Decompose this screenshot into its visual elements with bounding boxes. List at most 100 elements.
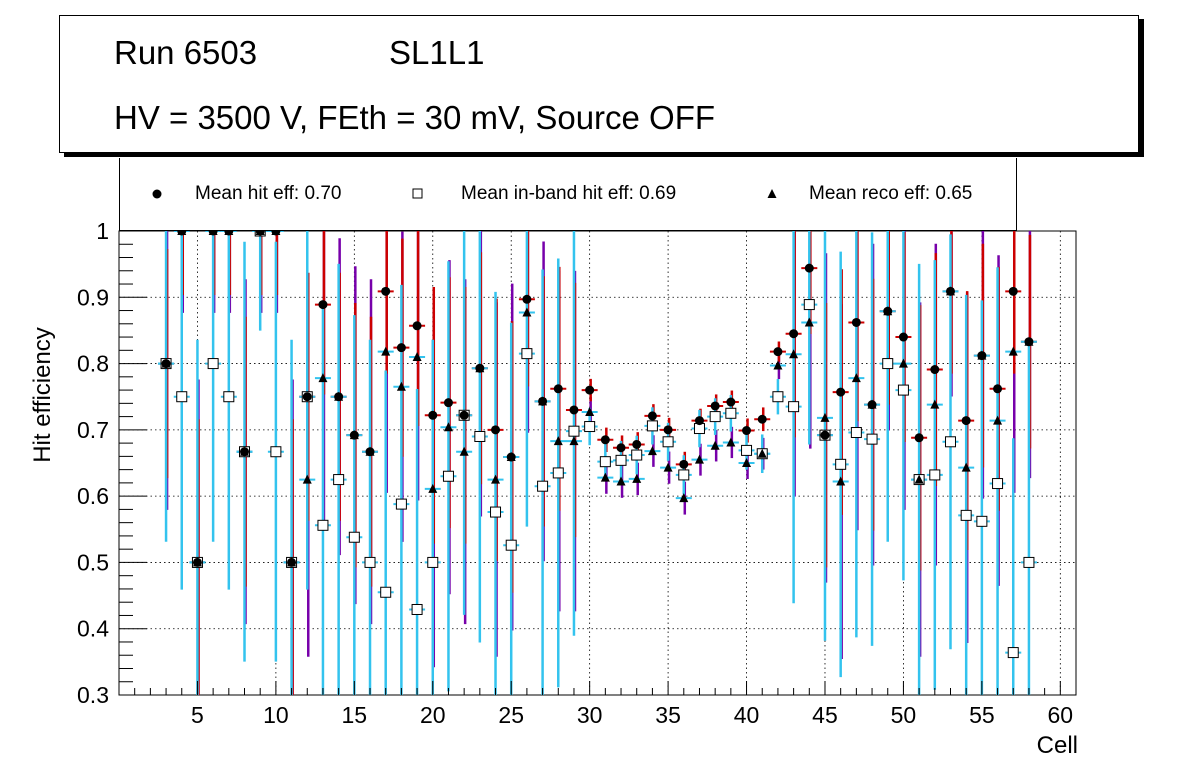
legend-inband-label: Mean in-band hit eff: 0.69 — [461, 183, 677, 204]
reco-marker — [365, 446, 375, 456]
y-tick-label: 0.6 — [77, 483, 109, 509]
hit-marker — [804, 263, 814, 273]
hit-marker — [428, 410, 438, 420]
reco-marker — [836, 476, 846, 486]
inband-marker — [772, 391, 784, 403]
hit-marker — [993, 384, 1003, 394]
reco-marker — [914, 474, 924, 484]
inband-marker — [646, 420, 658, 432]
reco-marker — [867, 399, 877, 409]
inband-marker — [333, 474, 345, 486]
hit-marker — [459, 410, 469, 420]
x-tick-label: 60 — [1048, 702, 1074, 728]
inband-marker — [1007, 647, 1019, 659]
inband-marker — [803, 299, 815, 311]
reco-marker — [334, 391, 344, 401]
hit-marker — [773, 347, 783, 357]
reco-marker — [522, 307, 532, 317]
reco-marker — [553, 436, 563, 446]
hit-marker — [302, 392, 312, 402]
hit-marker — [600, 435, 610, 445]
legend-reco-label: Mean reco eff: 0.65 — [809, 183, 973, 204]
reco-marker — [726, 437, 736, 447]
legend-markers — [152, 188, 777, 199]
legend-hit-label: Mean hit eff: 0.70 — [195, 183, 342, 204]
reco-marker — [396, 381, 406, 391]
inband-marker — [395, 498, 407, 510]
inband-marker — [521, 348, 533, 360]
inband-marker — [882, 358, 894, 370]
x-tick-label: 45 — [812, 702, 838, 728]
hit-marker — [647, 411, 657, 421]
inband-marker — [380, 586, 392, 598]
reco-marker — [302, 474, 312, 484]
reco-marker — [663, 462, 673, 472]
inband-marker — [411, 603, 423, 615]
inband-marker — [992, 478, 1004, 490]
reco-marker — [538, 396, 548, 406]
legend: Mean hit eff: 0.70 Mean in-band hit eff:… — [119, 158, 1017, 231]
y-tick-label: 0.5 — [77, 549, 109, 575]
data-markers — [160, 225, 1035, 659]
inband-marker — [866, 433, 878, 445]
reco-marker — [851, 373, 861, 383]
grid-lines — [119, 231, 1076, 695]
hit-marker — [710, 401, 720, 411]
inband-marker — [207, 358, 219, 370]
reco-marker — [192, 557, 202, 567]
y-tick-label: 0.9 — [77, 284, 109, 310]
hit-marker — [318, 300, 328, 310]
hit-marker — [851, 317, 861, 327]
x-tick-label: 15 — [342, 702, 368, 728]
reco-marker — [898, 358, 908, 368]
reco-marker — [945, 286, 955, 296]
conditions-label: HV = 3500 V, FEth = 30 mV, Source OFF — [114, 99, 716, 136]
x-tick-label: 50 — [891, 702, 917, 728]
reco-marker — [443, 422, 453, 432]
inband-marker — [960, 509, 972, 521]
inband-marker — [537, 480, 549, 492]
reco-marker — [1024, 336, 1034, 346]
inband-marker — [317, 519, 329, 531]
inband-marker — [348, 531, 360, 543]
inband-marker — [584, 421, 596, 433]
reco-marker — [710, 440, 720, 450]
reco-marker — [679, 493, 689, 503]
reco-marker — [820, 412, 830, 422]
reco-marker — [287, 557, 297, 567]
inband-marker — [944, 436, 956, 448]
reco-marker — [993, 415, 1003, 425]
hit-marker — [553, 384, 563, 394]
hit-marker — [412, 321, 422, 331]
inband-marker — [474, 430, 486, 442]
hit-marker — [491, 425, 501, 435]
hit-marker — [1008, 286, 1018, 296]
hit-marker — [726, 397, 736, 407]
error-bars — [158, 230, 1037, 695]
inband-marker — [615, 454, 627, 466]
x-tick-label: 30 — [577, 702, 603, 728]
reco-marker — [381, 346, 391, 356]
inband-marker — [725, 407, 737, 419]
x-axis-title: Cell — [1037, 732, 1078, 759]
inband-marker — [505, 539, 517, 551]
y-tick-label: 1 — [96, 218, 109, 244]
inband-marker — [929, 469, 941, 481]
hit-marker — [396, 343, 406, 353]
x-tick-label: 20 — [420, 702, 446, 728]
inband-marker — [223, 391, 235, 403]
inband-marker — [552, 467, 564, 479]
hit-marker — [679, 459, 689, 469]
hit-marker — [585, 385, 595, 395]
reco-marker — [616, 476, 626, 486]
y-axis-title: Hit efficiency — [29, 327, 56, 463]
hit-marker — [522, 294, 532, 304]
reco-marker — [569, 436, 579, 446]
reco-marker — [883, 306, 893, 316]
legend-reco-marker — [767, 189, 777, 198]
inband-marker — [1023, 556, 1035, 568]
hit-marker — [789, 329, 799, 339]
reco-marker — [428, 483, 438, 493]
inband-marker — [897, 384, 909, 396]
